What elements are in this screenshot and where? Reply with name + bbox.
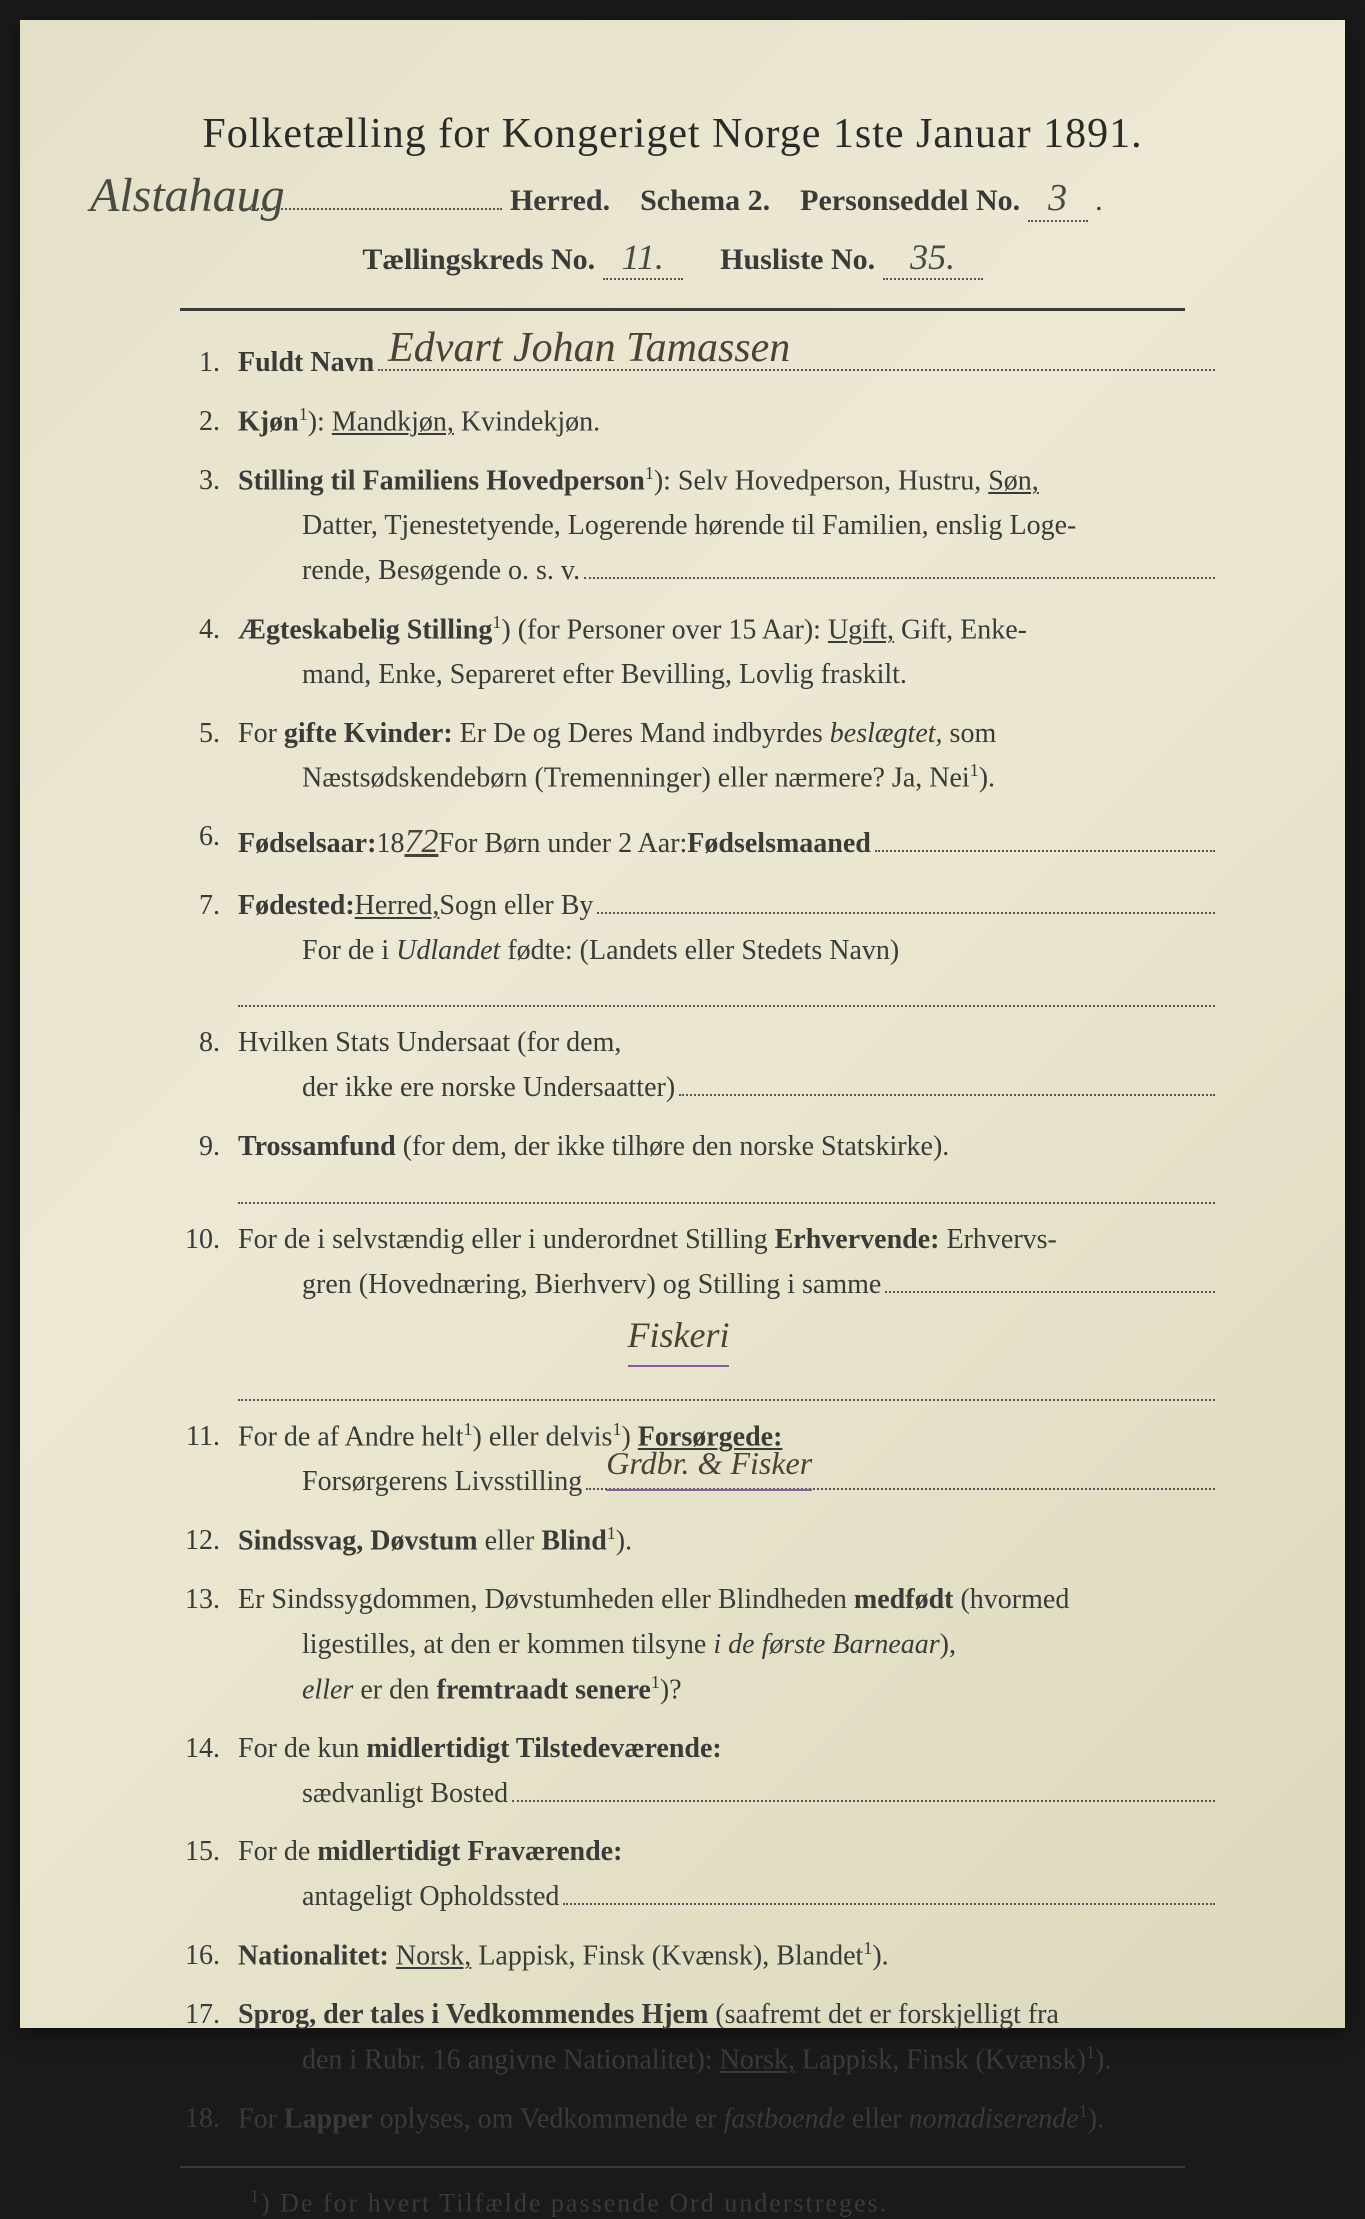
top-divider — [180, 308, 1185, 311]
item-6: 6. Fødselsaar: 1872 For Børn under 2 Aar… — [180, 815, 1215, 869]
label-kjon: Kjøn — [238, 406, 299, 437]
item-num: 8. — [180, 1021, 238, 1111]
header-row-1: Alstahaug Herred. Schema 2. Personseddel… — [120, 176, 1225, 222]
birthyear-hw: 72 — [404, 815, 438, 869]
son-underlined: Søn, — [988, 465, 1039, 496]
name-handwritten: Edvart Johan Tamassen — [388, 315, 790, 382]
item-15: 15. For de midlertidigt Fraværende: anta… — [180, 1830, 1215, 1920]
item-num: 7. — [180, 884, 238, 1008]
item-num: 14. — [180, 1727, 238, 1817]
personseddel-number: 3 — [1048, 177, 1067, 219]
header-row-2: Tællingskreds No. 11. Husliste No. 35. — [120, 236, 1225, 280]
period: . — [1095, 184, 1103, 217]
herred-underlined: Herred, — [355, 884, 440, 929]
item-num: 10. — [180, 1218, 238, 1401]
item-12: 12. Sindssvag, Døvstum eller Blind1). — [180, 1519, 1215, 1564]
ugift-underlined: Ugift, — [828, 614, 894, 645]
item-4: 4. Ægteskabelig Stilling1) (for Personer… — [180, 608, 1215, 698]
personseddel-label: Personseddel No. — [800, 184, 1020, 217]
item-1: 1. Fuldt Navn Edvart Johan Tamassen — [180, 341, 1215, 386]
item-10: 10. For de i selvstændig eller i underor… — [180, 1218, 1215, 1401]
item-7: 7. Fødested: Herred, Sogn eller By For d… — [180, 884, 1215, 1008]
item-18: 18. For Lapper oplyses, om Vedkommende e… — [180, 2097, 1215, 2142]
item-17: 17. Sprog, der tales i Vedkommendes Hjem… — [180, 1993, 1215, 2083]
item-num: 1. — [180, 341, 238, 386]
form-items: 1. Fuldt Navn Edvart Johan Tamassen 2. K… — [120, 341, 1225, 2142]
form-title: Folketælling for Kongeriget Norge 1ste J… — [120, 110, 1225, 158]
kreds-label: Tællingskreds No. — [362, 243, 595, 276]
husliste-number: 35. — [910, 237, 955, 277]
herred-label: Herred. — [510, 184, 610, 217]
item-14: 14. For de kun midlertidigt Tilstedevære… — [180, 1727, 1215, 1817]
kvindekjon: Kvindekjøn. — [461, 406, 600, 437]
label-aegteskab: Ægteskabelig Stilling — [238, 614, 492, 645]
item-8: 8. Hvilken Stats Undersaat (for dem, der… — [180, 1021, 1215, 1111]
footnote: 1) De for hvert Tilfælde passende Ord un… — [120, 2186, 1225, 2219]
item-2: 2. Kjøn1): Mandkjøn, Kvindekjøn. — [180, 400, 1215, 445]
item-num: 17. — [180, 1993, 238, 2083]
item-num: 15. — [180, 1830, 238, 1920]
husliste-label: Husliste No. — [720, 243, 875, 276]
provider-hw: Grdbr. & Fisker — [606, 1438, 812, 1491]
norsk-sprog-underlined: Norsk, — [720, 2044, 795, 2075]
item-num: 18. — [180, 2097, 238, 2142]
item-num: 12. — [180, 1519, 238, 1564]
item-9: 9. Trossamfund (for dem, der ikke tilhør… — [180, 1125, 1215, 1204]
item-num: 16. — [180, 1934, 238, 1979]
item-num: 3. — [180, 459, 238, 594]
item-5: 5. For gifte Kvinder: Er De og Deres Man… — [180, 712, 1215, 802]
herred-handwritten: Alstahaug — [90, 168, 285, 223]
schema-label: Schema 2. — [640, 184, 770, 217]
label-stilling: Stilling til Familiens Hovedperson — [238, 465, 645, 496]
item-3: 3. Stilling til Familiens Hovedperson1):… — [180, 459, 1215, 594]
norsk-underlined: Norsk, — [396, 1940, 471, 1971]
census-form-paper: Folketælling for Kongeriget Norge 1ste J… — [20, 20, 1345, 2028]
item-11: 11. For de af Andre helt1) eller delvis1… — [180, 1415, 1215, 1505]
item-num: 9. — [180, 1125, 238, 1204]
item-16: 16. Nationalitet: Norsk, Lappisk, Finsk … — [180, 1934, 1215, 1979]
item-num: 6. — [180, 815, 238, 869]
item-13: 13. Er Sindssygdommen, Døvstumheden elle… — [180, 1578, 1215, 1713]
item-num: 11. — [180, 1415, 238, 1505]
item-num: 5. — [180, 712, 238, 802]
item-num: 2. — [180, 400, 238, 445]
kreds-number: 11. — [621, 237, 663, 277]
item-num: 13. — [180, 1578, 238, 1713]
bottom-divider — [180, 2166, 1185, 2168]
mandkjon-underlined: Mandkjøn, — [332, 406, 454, 437]
label-fuldt-navn: Fuldt Navn — [238, 341, 374, 386]
occupation-hw: Fiskeri — [628, 1307, 730, 1367]
item-num: 4. — [180, 608, 238, 698]
